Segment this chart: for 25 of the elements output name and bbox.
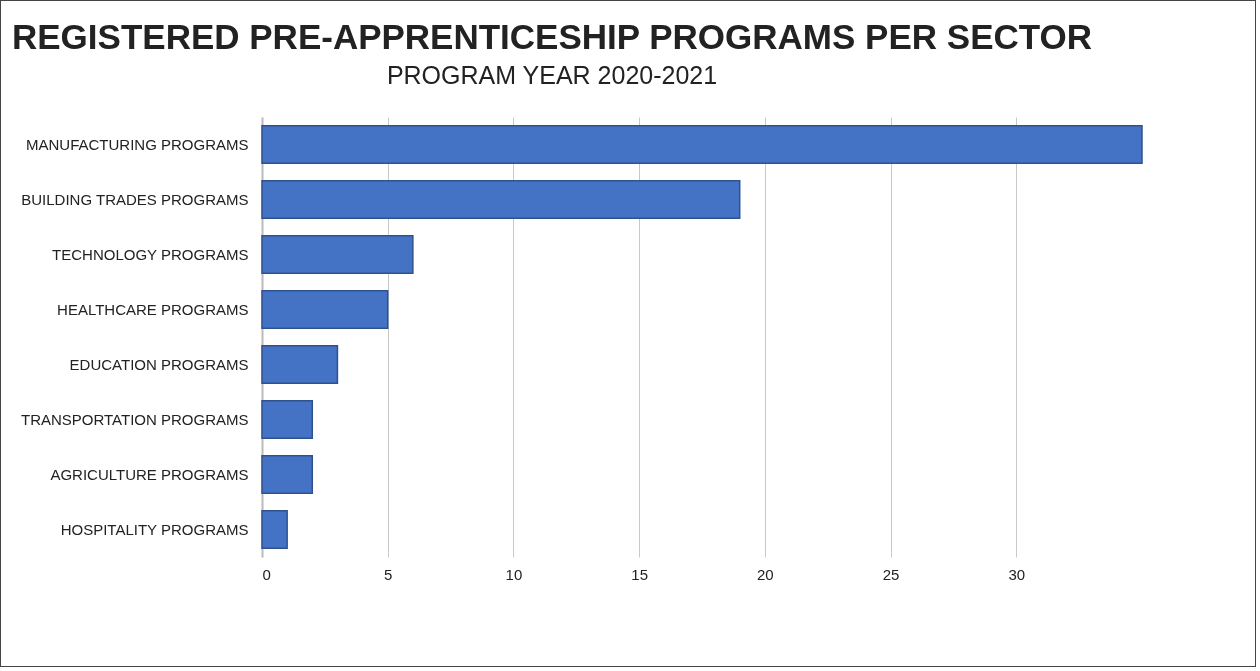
bar	[261, 125, 1143, 164]
bar	[261, 345, 339, 384]
bar	[261, 400, 314, 439]
bar	[261, 290, 389, 329]
bar	[261, 455, 314, 494]
chart-title: REGISTERED PRE-APPRENTICESHIP PROGRAMS PER SECTOR	[12, 17, 1092, 56]
x-tick-label: 30	[1008, 565, 1026, 583]
x-tick-label: 10	[505, 565, 523, 583]
x-tick-label: 20	[757, 565, 774, 583]
x-tick-label: 5	[384, 565, 393, 583]
y-tick-label: BUILDING TRADES PROGRAMS	[21, 190, 249, 208]
y-tick-label: MANUFACTURING PROGRAMS	[25, 135, 249, 153]
bar	[261, 510, 288, 549]
y-tick-label: AGRICULTURE PROGRAMS	[50, 465, 249, 483]
y-tick-label: HOSPITALITY PROGRAMS	[60, 520, 249, 538]
y-tick-label: HEALTHCARE PROGRAMS	[57, 300, 249, 318]
x-tick-label: 25	[882, 565, 900, 583]
chart-subtitle: PROGRAM YEAR 2020-2021	[386, 61, 718, 89]
y-tick-label: TRANSPORTATION PROGRAMS	[20, 410, 249, 428]
bar	[261, 180, 741, 219]
x-tick-label: 15	[631, 565, 648, 583]
bar	[261, 235, 414, 274]
x-tick-label: 0	[262, 565, 271, 583]
y-tick-label: EDUCATION PROGRAMS	[69, 355, 249, 373]
y-tick-label: TECHNOLOGY PROGRAMS	[52, 245, 249, 263]
